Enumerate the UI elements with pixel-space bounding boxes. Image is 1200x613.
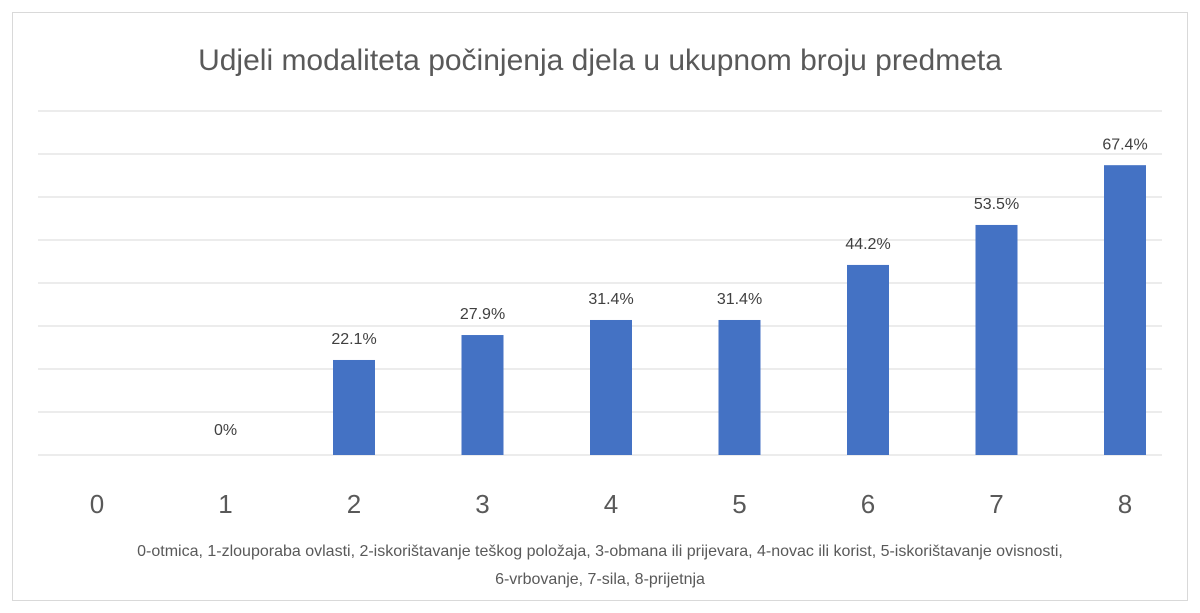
- data-label: 27.9%: [460, 306, 505, 323]
- x-tick-label: 4: [604, 489, 618, 519]
- x-axis-label: 0-otmica, 1-zlouporaba ovlasti, 2-iskori…: [137, 543, 1063, 588]
- bar: [333, 359, 375, 455]
- bar: [590, 319, 632, 455]
- x-tick-label: 7: [989, 489, 1003, 519]
- data-label: 31.4%: [717, 291, 762, 308]
- x-tick-label: 3: [475, 489, 489, 519]
- bar: [847, 264, 889, 455]
- x-tick-label: 1: [218, 489, 232, 519]
- x-tick-label: 8: [1118, 489, 1132, 519]
- chart-title: Udjeli modaliteta počinjenja djela u uku…: [198, 44, 1002, 77]
- bar: [1104, 165, 1146, 455]
- data-label: 44.2%: [845, 236, 890, 253]
- x-tick-label: 0: [90, 489, 104, 519]
- data-label: 0%: [214, 422, 237, 439]
- data-label: 31.4%: [588, 291, 633, 308]
- x-tick-label: 2: [347, 489, 361, 519]
- x-tick-label: 6: [861, 489, 875, 519]
- bar: [975, 224, 1018, 455]
- data-label: 22.1%: [331, 331, 376, 348]
- data-label: 53.5%: [974, 196, 1019, 213]
- data-label: 67.4%: [1102, 136, 1147, 153]
- bar: [461, 335, 504, 455]
- x-tick-label: 5: [732, 489, 746, 519]
- bar: [718, 319, 761, 455]
